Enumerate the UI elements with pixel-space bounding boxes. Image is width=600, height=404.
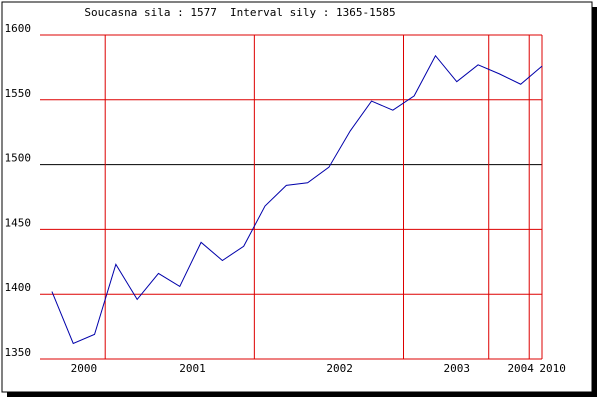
x-tick-label: 2004: [507, 362, 534, 375]
x-tick-label: 2001: [179, 362, 206, 375]
chart-title: Soucasna sila : 1577 Interval sily : 136…: [84, 6, 395, 19]
x-tick-label: 2010: [539, 362, 566, 375]
y-tick-label: 1600: [5, 22, 32, 35]
y-tick-label: 1400: [5, 281, 32, 294]
y-tick-label: 1500: [5, 152, 32, 165]
y-tick-label: 1550: [5, 87, 32, 100]
y-tick-label: 1350: [5, 346, 32, 359]
y-tick-label: 1450: [5, 216, 32, 229]
x-tick-label: 2003: [444, 362, 471, 375]
data-line: [51, 54, 543, 345]
x-tick-label: 2002: [326, 362, 353, 375]
frame: [1, 1, 593, 393]
x-tick-label: 2000: [71, 362, 98, 375]
